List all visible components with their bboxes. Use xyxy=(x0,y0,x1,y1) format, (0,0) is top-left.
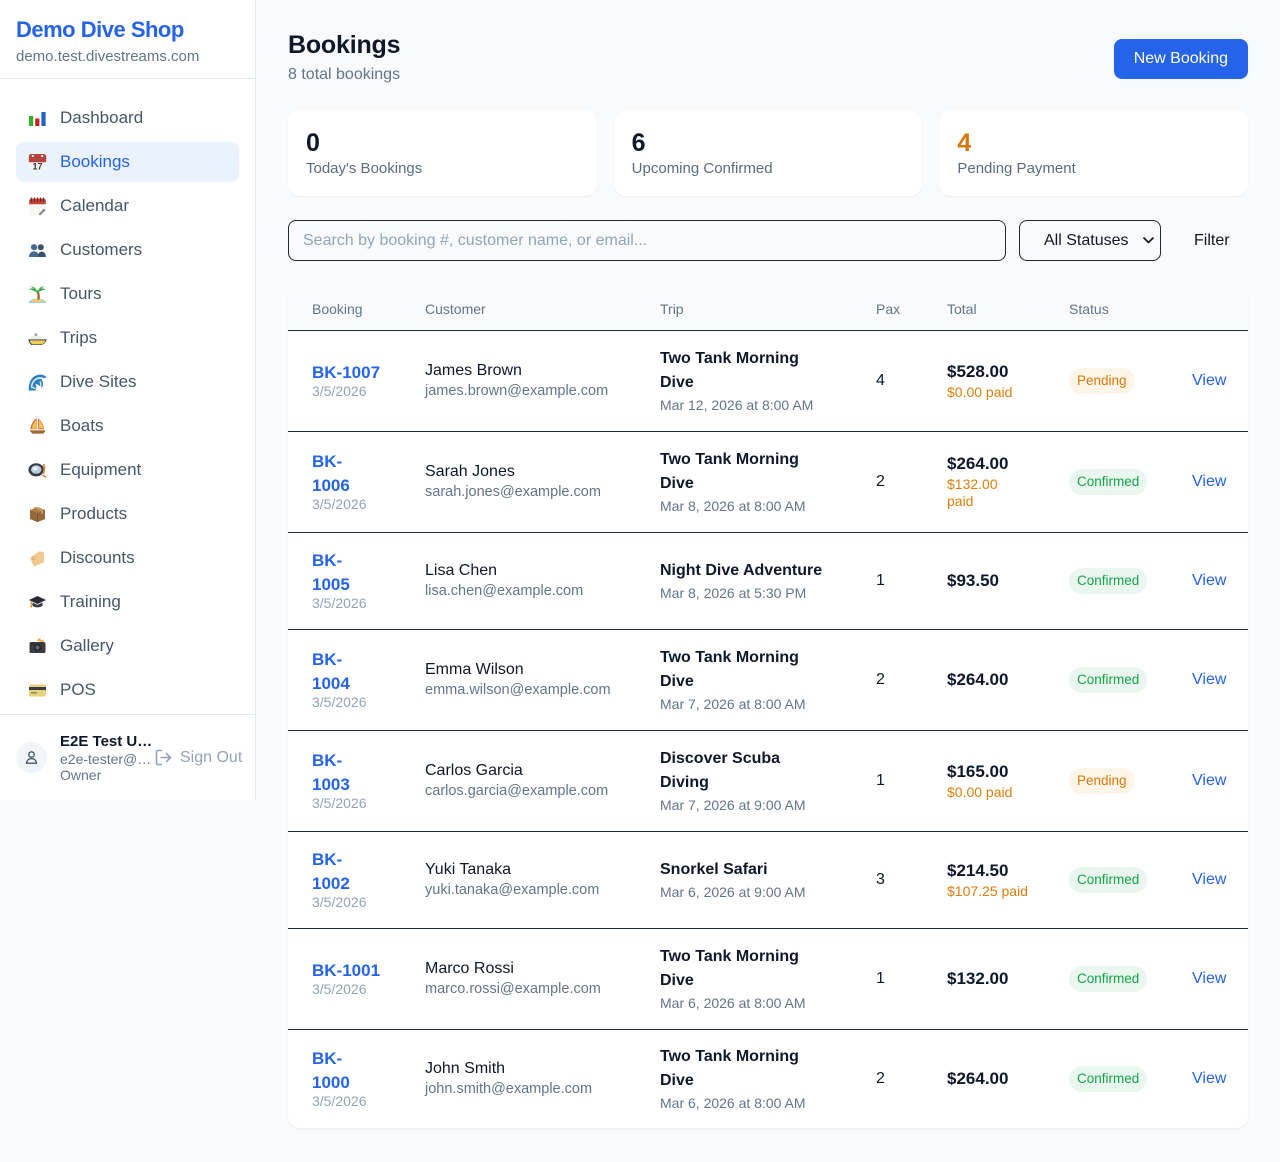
svg-text:17: 17 xyxy=(32,161,42,171)
